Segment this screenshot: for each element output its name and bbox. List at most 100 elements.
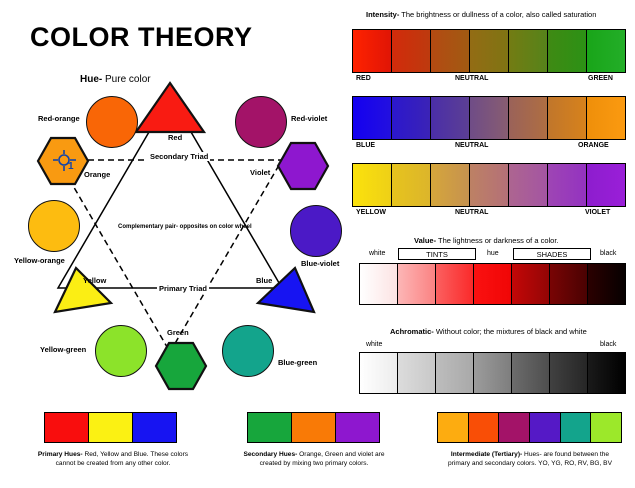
wheel-shape-red-violet[interactable]	[235, 96, 287, 148]
intensity-scale-red-green	[352, 29, 626, 73]
swatch	[470, 164, 509, 206]
swatch	[509, 164, 548, 206]
swatch	[353, 30, 392, 72]
swatch	[588, 264, 625, 304]
swatch	[248, 413, 292, 442]
wheel-label-red-orange: Red-orange	[38, 114, 80, 123]
swatch	[292, 413, 336, 442]
swatch	[509, 97, 548, 139]
value-scale	[359, 263, 626, 305]
swatch	[470, 30, 509, 72]
intermediate-hues-line1: Hues- are found between the	[522, 451, 610, 458]
cursor-index-label: 1	[68, 161, 74, 172]
value-tints-box: TINTS	[398, 248, 476, 260]
wheel-shape-yellow-orange[interactable]	[28, 200, 80, 252]
swatch	[431, 97, 470, 139]
intensity-orange-label: ORANGE	[578, 142, 609, 149]
achromatic-heading-text: Without color; the mixtures of black and…	[433, 327, 587, 336]
intensity-scale-yellow-violet	[352, 163, 626, 207]
swatch	[474, 353, 512, 393]
intensity-yellow-center-label: NEUTRAL	[455, 209, 489, 216]
achromatic-heading-term: Achromatic-	[390, 327, 434, 336]
secondary-hues-line1: Orange, Green and violet are	[297, 451, 385, 458]
wheel-shape-blue-violet[interactable]	[290, 205, 342, 257]
wheel-shape-violet[interactable]	[275, 140, 331, 192]
achromatic-scale	[359, 352, 626, 394]
crosshair-cursor-icon	[53, 150, 76, 171]
swatch	[548, 30, 587, 72]
swatch	[360, 264, 398, 304]
intensity-blue-label: BLUE	[356, 142, 376, 149]
swatch	[392, 164, 431, 206]
wheel-shape-red-orange[interactable]	[86, 96, 138, 148]
intensity-blue-center-label: NEUTRAL	[455, 142, 489, 149]
swatch	[530, 413, 561, 442]
swatch	[512, 264, 550, 304]
hue-definition-text: Pure color	[102, 74, 151, 85]
swatch	[133, 413, 176, 442]
wheel-shape-red[interactable]	[133, 80, 207, 135]
value-hue-label: hue	[487, 250, 499, 257]
primary-hues-swatches	[44, 412, 177, 443]
wheel-shape-orange[interactable]	[35, 135, 91, 187]
intensity-heading-term: Intensity-	[366, 10, 400, 19]
complementary-pair-note: Complementary pair- opposites on color w…	[118, 224, 252, 230]
swatch	[468, 413, 500, 442]
wheel-label-green: Green	[167, 328, 189, 337]
intensity-violet-label: VIOLET	[585, 209, 611, 216]
wheel-label-yellow-orange: Yellow-orange	[14, 256, 65, 265]
swatch	[436, 353, 474, 393]
wheel-shape-blue-green[interactable]	[222, 325, 274, 377]
secondary-hues-swatches	[247, 412, 380, 443]
secondary-triad-triangle	[56, 159, 284, 354]
swatch	[512, 353, 550, 393]
swatch	[89, 413, 133, 442]
wheel-label-blue: Blue	[256, 276, 273, 285]
value-heading-term: Value-	[414, 236, 437, 245]
intensity-heading: Intensity- The brightness or dullness of…	[366, 10, 596, 19]
wheel-label-blue-green: Blue-green	[278, 358, 318, 367]
intermediate-hues-caption: Intermediate (Tertiary)- Hues- are found…	[432, 450, 628, 468]
wheel-shape-blue[interactable]	[255, 265, 317, 317]
primary-hues-caption: Primary Hues- Red, Yellow and Blue. Thes…	[18, 450, 208, 468]
achromatic-heading: Achromatic- Without color; the mixtures …	[390, 327, 587, 336]
wheel-label-yellow-green: Yellow-green	[40, 345, 87, 354]
hue-definition-term: Hue-	[80, 74, 103, 85]
swatch	[392, 30, 431, 72]
swatch	[560, 413, 592, 442]
swatch	[548, 97, 587, 139]
swatch	[548, 164, 587, 206]
swatch	[550, 353, 588, 393]
swatch	[398, 264, 436, 304]
secondary-triad-label: Secondary Triad	[148, 152, 211, 161]
swatch	[398, 353, 436, 393]
secondary-hues-line2: created by mixing two primary colors.	[259, 460, 369, 467]
value-shades-box: SHADES	[513, 248, 591, 260]
wheel-shape-green[interactable]	[153, 340, 209, 392]
wheel-label-violet: Violet	[250, 168, 271, 177]
intensity-right-label: GREEN	[588, 75, 613, 82]
secondary-hues-term: Secondary Hues-	[243, 451, 298, 458]
swatch	[336, 413, 379, 442]
swatch	[431, 30, 470, 72]
wheel-shape-yellow[interactable]	[52, 265, 114, 317]
wheel-label-orange: Orange	[84, 170, 111, 179]
primary-hues-line1: Red, Yellow and Blue. These colors	[82, 451, 189, 458]
swatch	[353, 97, 392, 139]
intensity-scale-blue-orange	[352, 96, 626, 140]
intensity-yellow-label: YELLOW	[356, 209, 386, 216]
swatch	[474, 264, 512, 304]
primary-hues-line2: cannot be created from any other color.	[55, 460, 171, 467]
swatch	[438, 413, 469, 442]
swatch	[587, 97, 625, 139]
intermediate-hues-line2: primary and secondary colors. YO, YG, RO…	[448, 460, 612, 467]
achromatic-white-label: white	[366, 341, 383, 348]
swatch	[392, 97, 431, 139]
wheel-label-red-violet: Red-violet	[291, 114, 328, 123]
swatch	[360, 353, 398, 393]
intensity-left-label: RED	[356, 75, 371, 82]
wheel-shape-yellow-green[interactable]	[95, 325, 147, 377]
intensity-center-label: NEUTRAL	[455, 75, 489, 82]
primary-hues-term: Primary Hues-	[37, 451, 83, 458]
